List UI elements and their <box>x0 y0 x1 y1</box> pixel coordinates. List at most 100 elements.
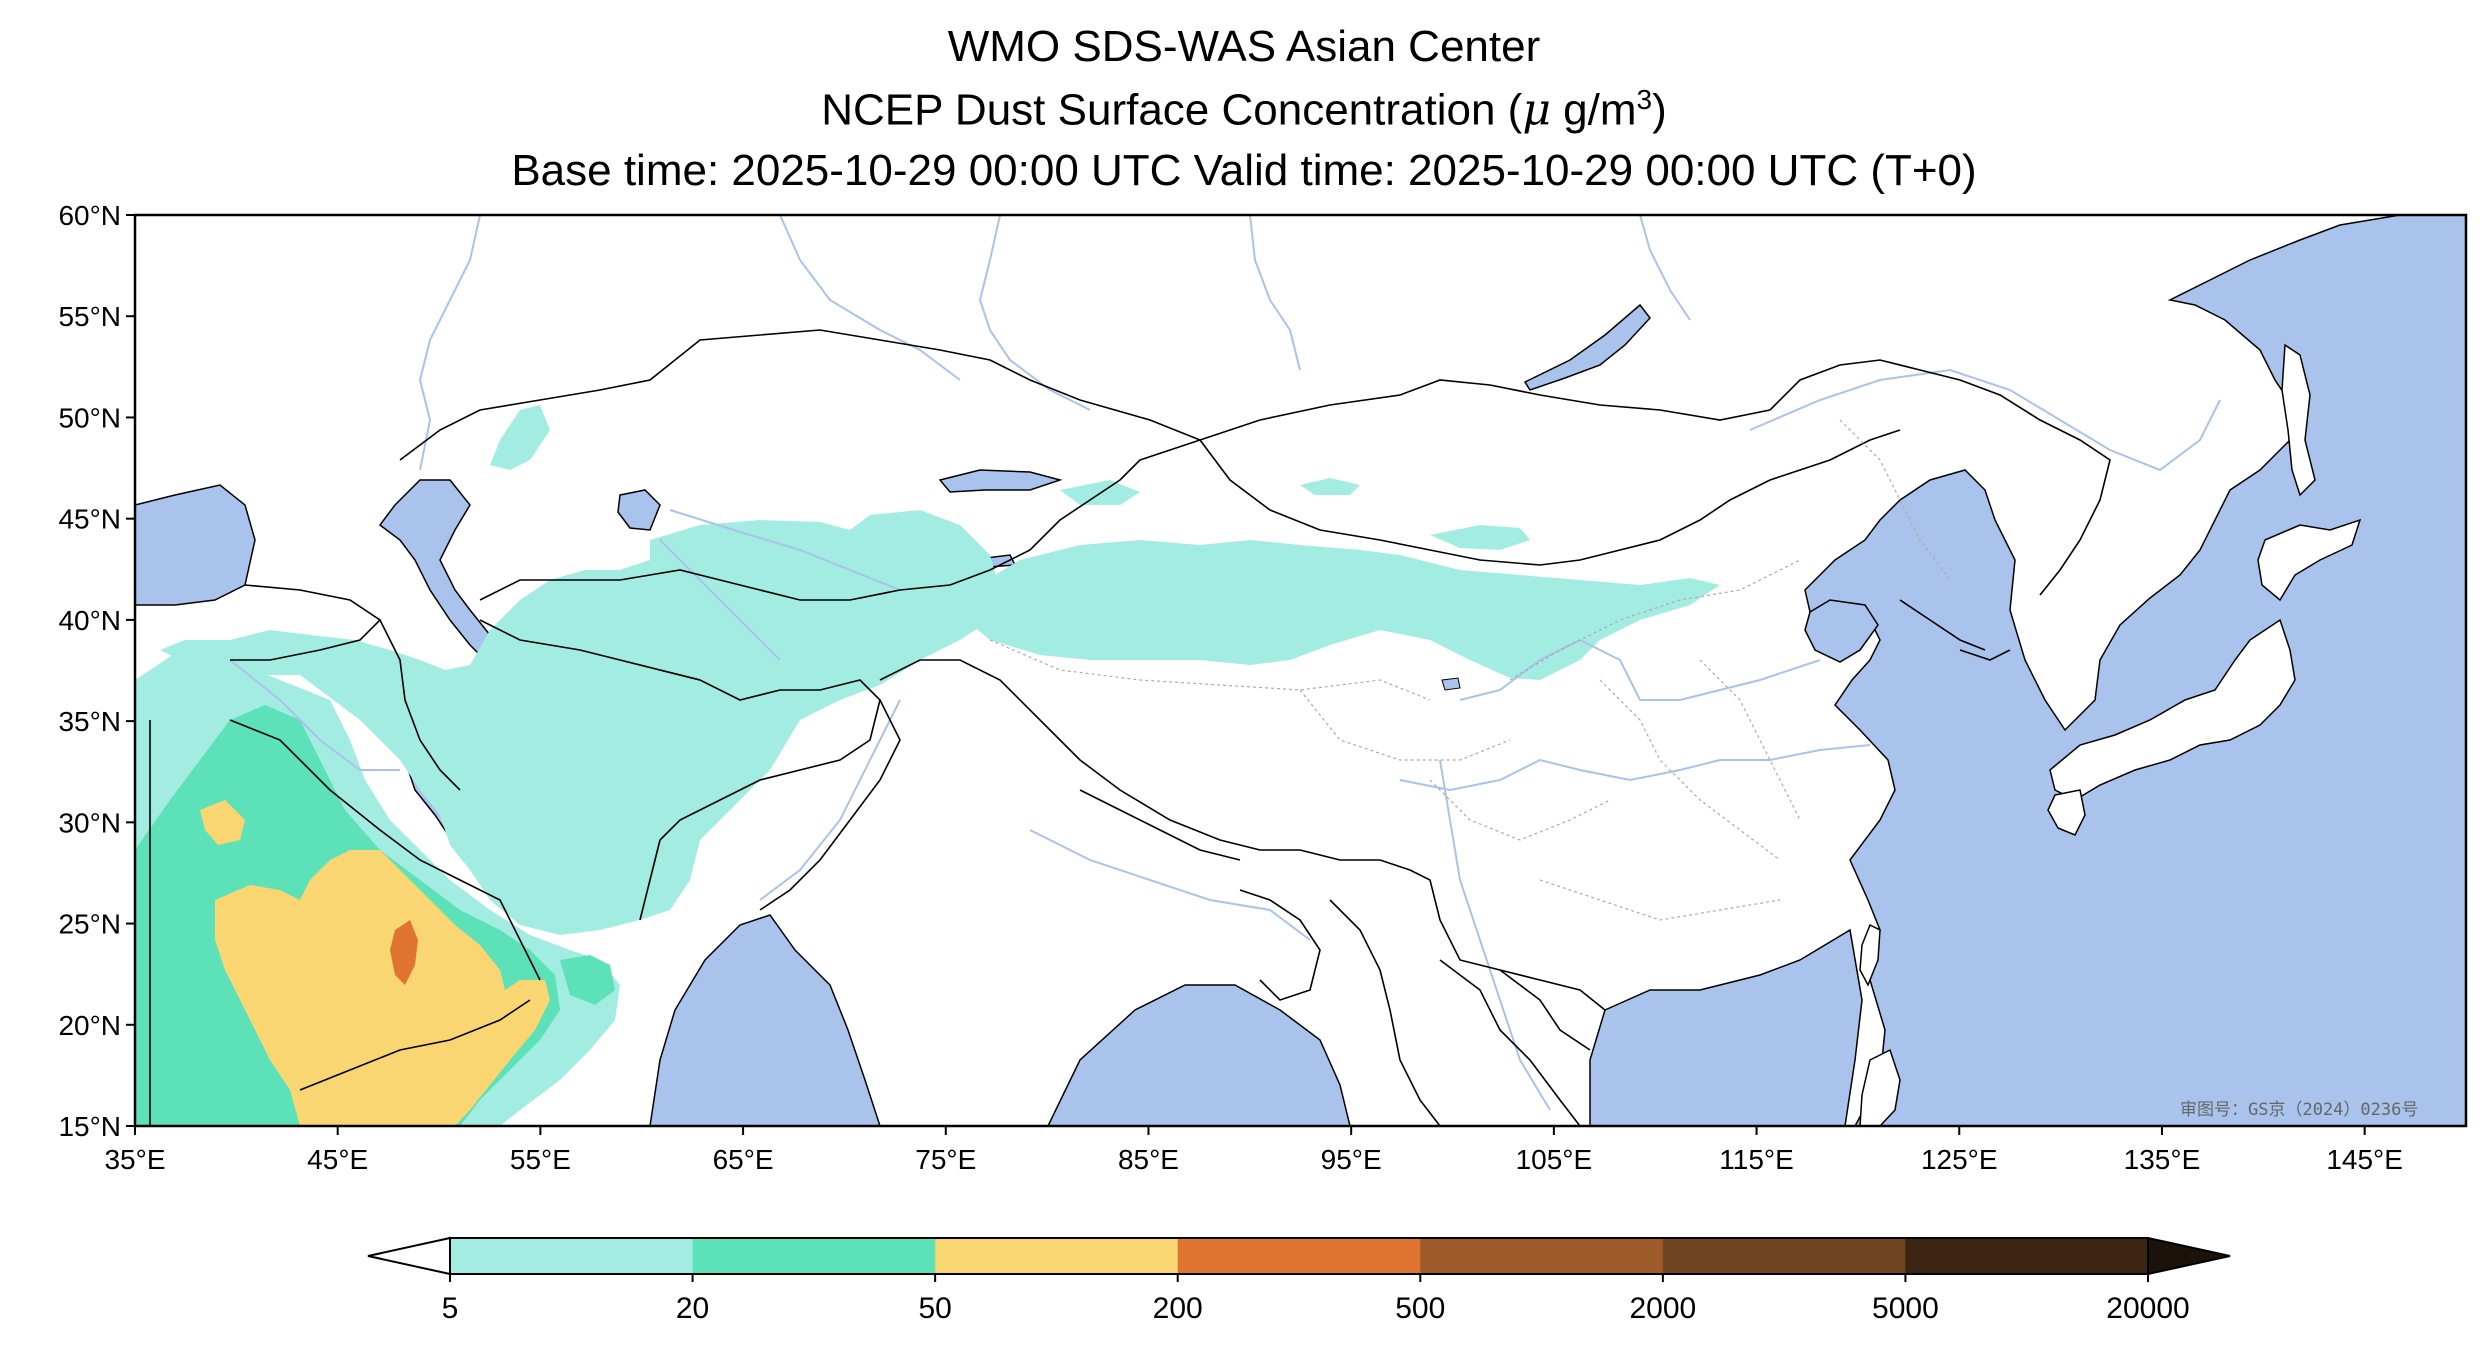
lake-baikal <box>1523 303 1651 391</box>
arabian-sea <box>649 914 881 1126</box>
colorbar-level-label: 500 <box>1395 1292 1445 1325</box>
lat-tick-label: 40°N <box>58 605 121 636</box>
longitude-axis: 35°E 45°E 55°E 65°E 75°E 85°E 95°E 105°E 115°E 12… <box>104 1126 2403 1175</box>
dust-level-200-500 <box>390 920 418 985</box>
review-number: 审图号：GS京（2024）0236号 <box>2180 1100 2418 1120</box>
country-borders <box>149 329 2111 1126</box>
river-syr-darya <box>669 509 901 591</box>
lat-tick-label: 35°N <box>58 706 121 737</box>
border-yemen <box>299 999 531 1091</box>
dust-area-rub-al-khali <box>390 920 418 985</box>
border-myanmar <box>1329 899 1441 1126</box>
dust-area-kazakh-north <box>490 405 550 470</box>
subtitle-text: NCEP Dust Surface Concentration ( <box>821 85 1523 135</box>
lon-tick-label: 135°E <box>2124 1144 2201 1175</box>
border-china-india-east <box>1299 849 1606 1011</box>
unit-close: ) <box>1652 85 1667 135</box>
river-yenisei <box>1249 215 1301 371</box>
dust-area-arabia-core <box>215 850 550 1126</box>
figure-title: WMO SDS-WAS Asian Center <box>947 22 1541 71</box>
japan-kyushu <box>2047 789 2086 836</box>
province-east <box>1699 659 1801 821</box>
province-inner-mongolia <box>1509 559 1801 681</box>
unit-mu: μ <box>1522 84 1551 136</box>
border-iran-pakistan <box>639 839 661 921</box>
border-kazakhstan-china <box>989 439 1201 571</box>
lon-tick-label: 105°E <box>1516 1144 1593 1175</box>
lat-tick-label: 15°N <box>58 1111 121 1142</box>
colorbar-segment <box>692 1238 936 1274</box>
lon-tick-label: 145°E <box>2326 1144 2403 1175</box>
dust-area-mongolia-east <box>1430 525 1530 550</box>
black-sea <box>135 484 256 606</box>
river-mekong <box>1439 759 1551 1111</box>
colorbar-level-label: 5 <box>442 1292 459 1325</box>
lon-tick-label: 95°E <box>1321 1144 1382 1175</box>
province-central <box>1599 679 1781 861</box>
border-iran-iraq <box>379 619 461 791</box>
lon-tick-label: 85°E <box>1118 1144 1179 1175</box>
colorbar-under-arrow <box>367 1236 451 1276</box>
colorbar-level-label: 20 <box>676 1292 709 1325</box>
lon-tick-label: 55°E <box>510 1144 571 1175</box>
colorbar-level-label: 20000 <box>2106 1292 2189 1325</box>
sakhalin <box>2281 343 2316 497</box>
province-south <box>1539 879 1781 921</box>
aral-sea <box>617 489 661 531</box>
river-amur <box>1749 368 2221 472</box>
japan-hokkaido <box>2257 518 2362 602</box>
lat-tick-label: 20°N <box>58 1010 121 1041</box>
border-nepal <box>1079 789 1241 861</box>
river-ganges <box>1029 829 1311 941</box>
river-yangtze <box>1399 744 1871 792</box>
colorbar-level-label: 2000 <box>1629 1292 1696 1325</box>
south-china-sea <box>1589 928 1863 1126</box>
map-content: 审图号：GS京（2024）0236号 <box>135 215 2466 1126</box>
colorbar-labels: 5 20 50 200 500 2000 5000 20000 <box>442 1274 2190 1325</box>
dust-area-arabia-northwest <box>200 800 245 845</box>
colorbar-frame <box>449 1237 2149 1275</box>
river-irtysh <box>779 215 961 381</box>
dust-area-taklamakan <box>960 540 1720 680</box>
lat-tick-label: 25°N <box>58 909 121 940</box>
lon-tick-label: 75°E <box>915 1144 976 1175</box>
colorbar: 5 20 50 200 500 2000 5000 20000 <box>367 1236 2231 1325</box>
border-pakistan-india <box>759 699 901 911</box>
border-kazakhstan-south <box>479 569 991 601</box>
border-saudi <box>229 719 541 981</box>
lat-tick-label: 60°N <box>58 200 121 231</box>
rivers <box>229 215 2221 1111</box>
lake-balkhash <box>938 469 1063 493</box>
lat-tick-label: 55°N <box>58 301 121 332</box>
border-vietnam <box>1499 969 1591 1051</box>
border-mongolia-china <box>1199 429 1901 566</box>
unit-superscript: 3 <box>1636 84 1653 115</box>
dust-area-central-asia <box>160 510 1000 935</box>
colorbar-over-arrow <box>2147 1236 2231 1276</box>
dust-area-near-east <box>180 640 260 675</box>
dust-area-mongolia-north <box>1300 478 1360 495</box>
border-korea-dmz <box>1959 649 2011 661</box>
border-russia-china-east <box>1769 359 2111 596</box>
map-frame <box>133 213 2468 1128</box>
lon-tick-label: 125°E <box>1921 1144 1998 1175</box>
lon-tick-label: 35°E <box>104 1144 165 1175</box>
border-turkey <box>230 584 382 661</box>
river-euphrates <box>229 659 400 771</box>
border-russia-mongolia <box>1199 379 1771 441</box>
province-sichuan <box>1429 779 1611 841</box>
river-lena <box>1639 215 1691 321</box>
province-qinghai <box>1299 689 1511 761</box>
lon-tick-label: 115°E <box>1719 1144 1794 1175</box>
border-russia-kazakhstan <box>399 329 1201 461</box>
lat-tick-label: 45°N <box>58 504 121 535</box>
bohai-sea <box>1804 599 1879 663</box>
luzon <box>1859 1048 1901 1126</box>
colorbar-level-label: 200 <box>1153 1292 1203 1325</box>
border-afghanistan <box>659 669 881 841</box>
dust-area-oman <box>560 955 615 1005</box>
lat-tick-label: 30°N <box>58 807 121 838</box>
lon-tick-label: 45°E <box>307 1144 368 1175</box>
lat-tick-label: 50°N <box>58 402 121 433</box>
